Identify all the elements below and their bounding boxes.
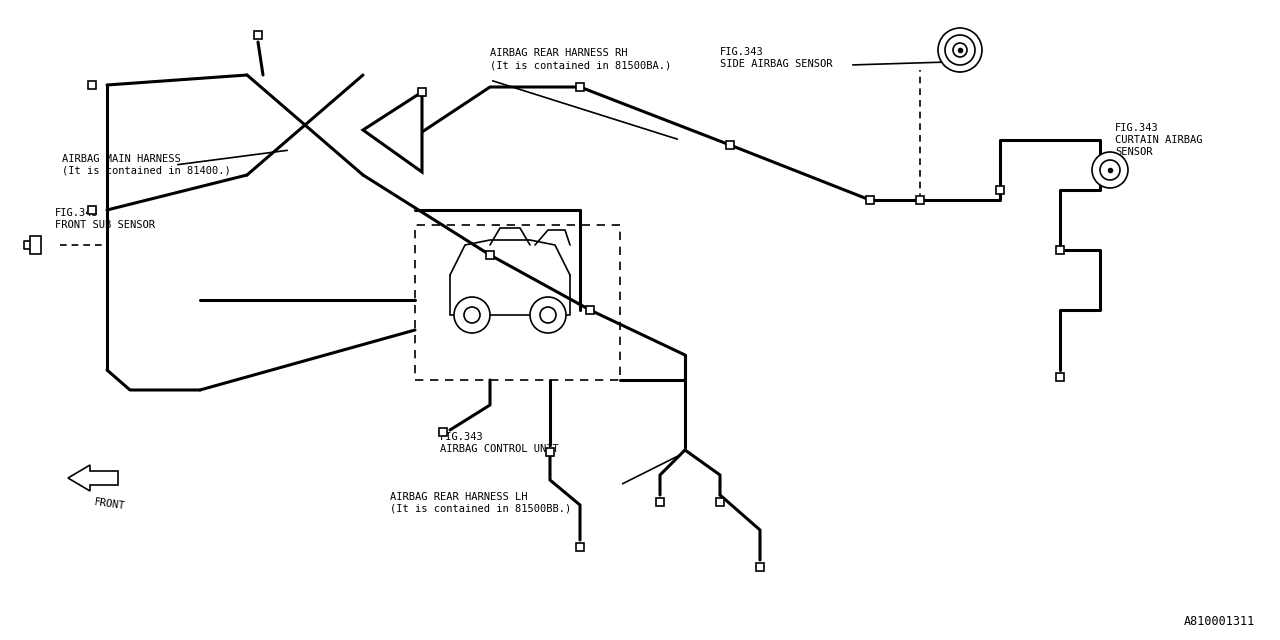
Bar [716, 498, 724, 506]
Bar [486, 251, 494, 259]
Bar [657, 498, 664, 506]
Bar [586, 306, 594, 314]
Text: AIRBAG MAIN HARNESS
(It is contained in 81400.): AIRBAG MAIN HARNESS (It is contained in … [61, 154, 230, 176]
Bar [916, 196, 924, 204]
Circle shape [954, 43, 966, 57]
Circle shape [530, 297, 566, 333]
Bar [253, 31, 262, 39]
Polygon shape [364, 92, 422, 172]
Circle shape [1092, 152, 1128, 188]
Circle shape [454, 297, 490, 333]
Circle shape [465, 307, 480, 323]
Bar [29, 236, 41, 254]
Text: A810001311: A810001311 [1184, 615, 1254, 628]
Circle shape [1100, 160, 1120, 180]
Text: FIG.343
AIRBAG CONTROL UNIT: FIG.343 AIRBAG CONTROL UNIT [440, 432, 559, 454]
Bar [726, 141, 733, 149]
Bar [419, 88, 426, 96]
Bar [1056, 246, 1064, 254]
Circle shape [945, 35, 975, 65]
Bar [415, 225, 620, 380]
Bar [576, 83, 584, 91]
Text: AIRBAG REAR HARNESS RH
(It is contained in 81500BA.): AIRBAG REAR HARNESS RH (It is contained … [490, 49, 671, 70]
Bar [996, 186, 1004, 194]
Bar [88, 81, 96, 89]
Bar [756, 563, 764, 571]
Text: FIG.343
CURTAIN AIRBAG
SENSOR: FIG.343 CURTAIN AIRBAG SENSOR [1115, 124, 1202, 157]
Text: FIG.343
SIDE AIRBAG SENSOR: FIG.343 SIDE AIRBAG SENSOR [719, 47, 832, 68]
Circle shape [540, 307, 556, 323]
Bar [1056, 373, 1064, 381]
Bar [867, 196, 874, 204]
Bar [547, 448, 554, 456]
Bar [88, 206, 96, 214]
Text: AIRBAG REAR HARNESS LH
(It is contained in 81500BB.): AIRBAG REAR HARNESS LH (It is contained … [390, 492, 571, 513]
Text: FRONT: FRONT [93, 497, 127, 511]
Circle shape [938, 28, 982, 72]
Bar [439, 428, 447, 436]
Bar [576, 543, 584, 551]
Text: FIG.343
FRONT SUB SENSOR: FIG.343 FRONT SUB SENSOR [55, 209, 155, 230]
